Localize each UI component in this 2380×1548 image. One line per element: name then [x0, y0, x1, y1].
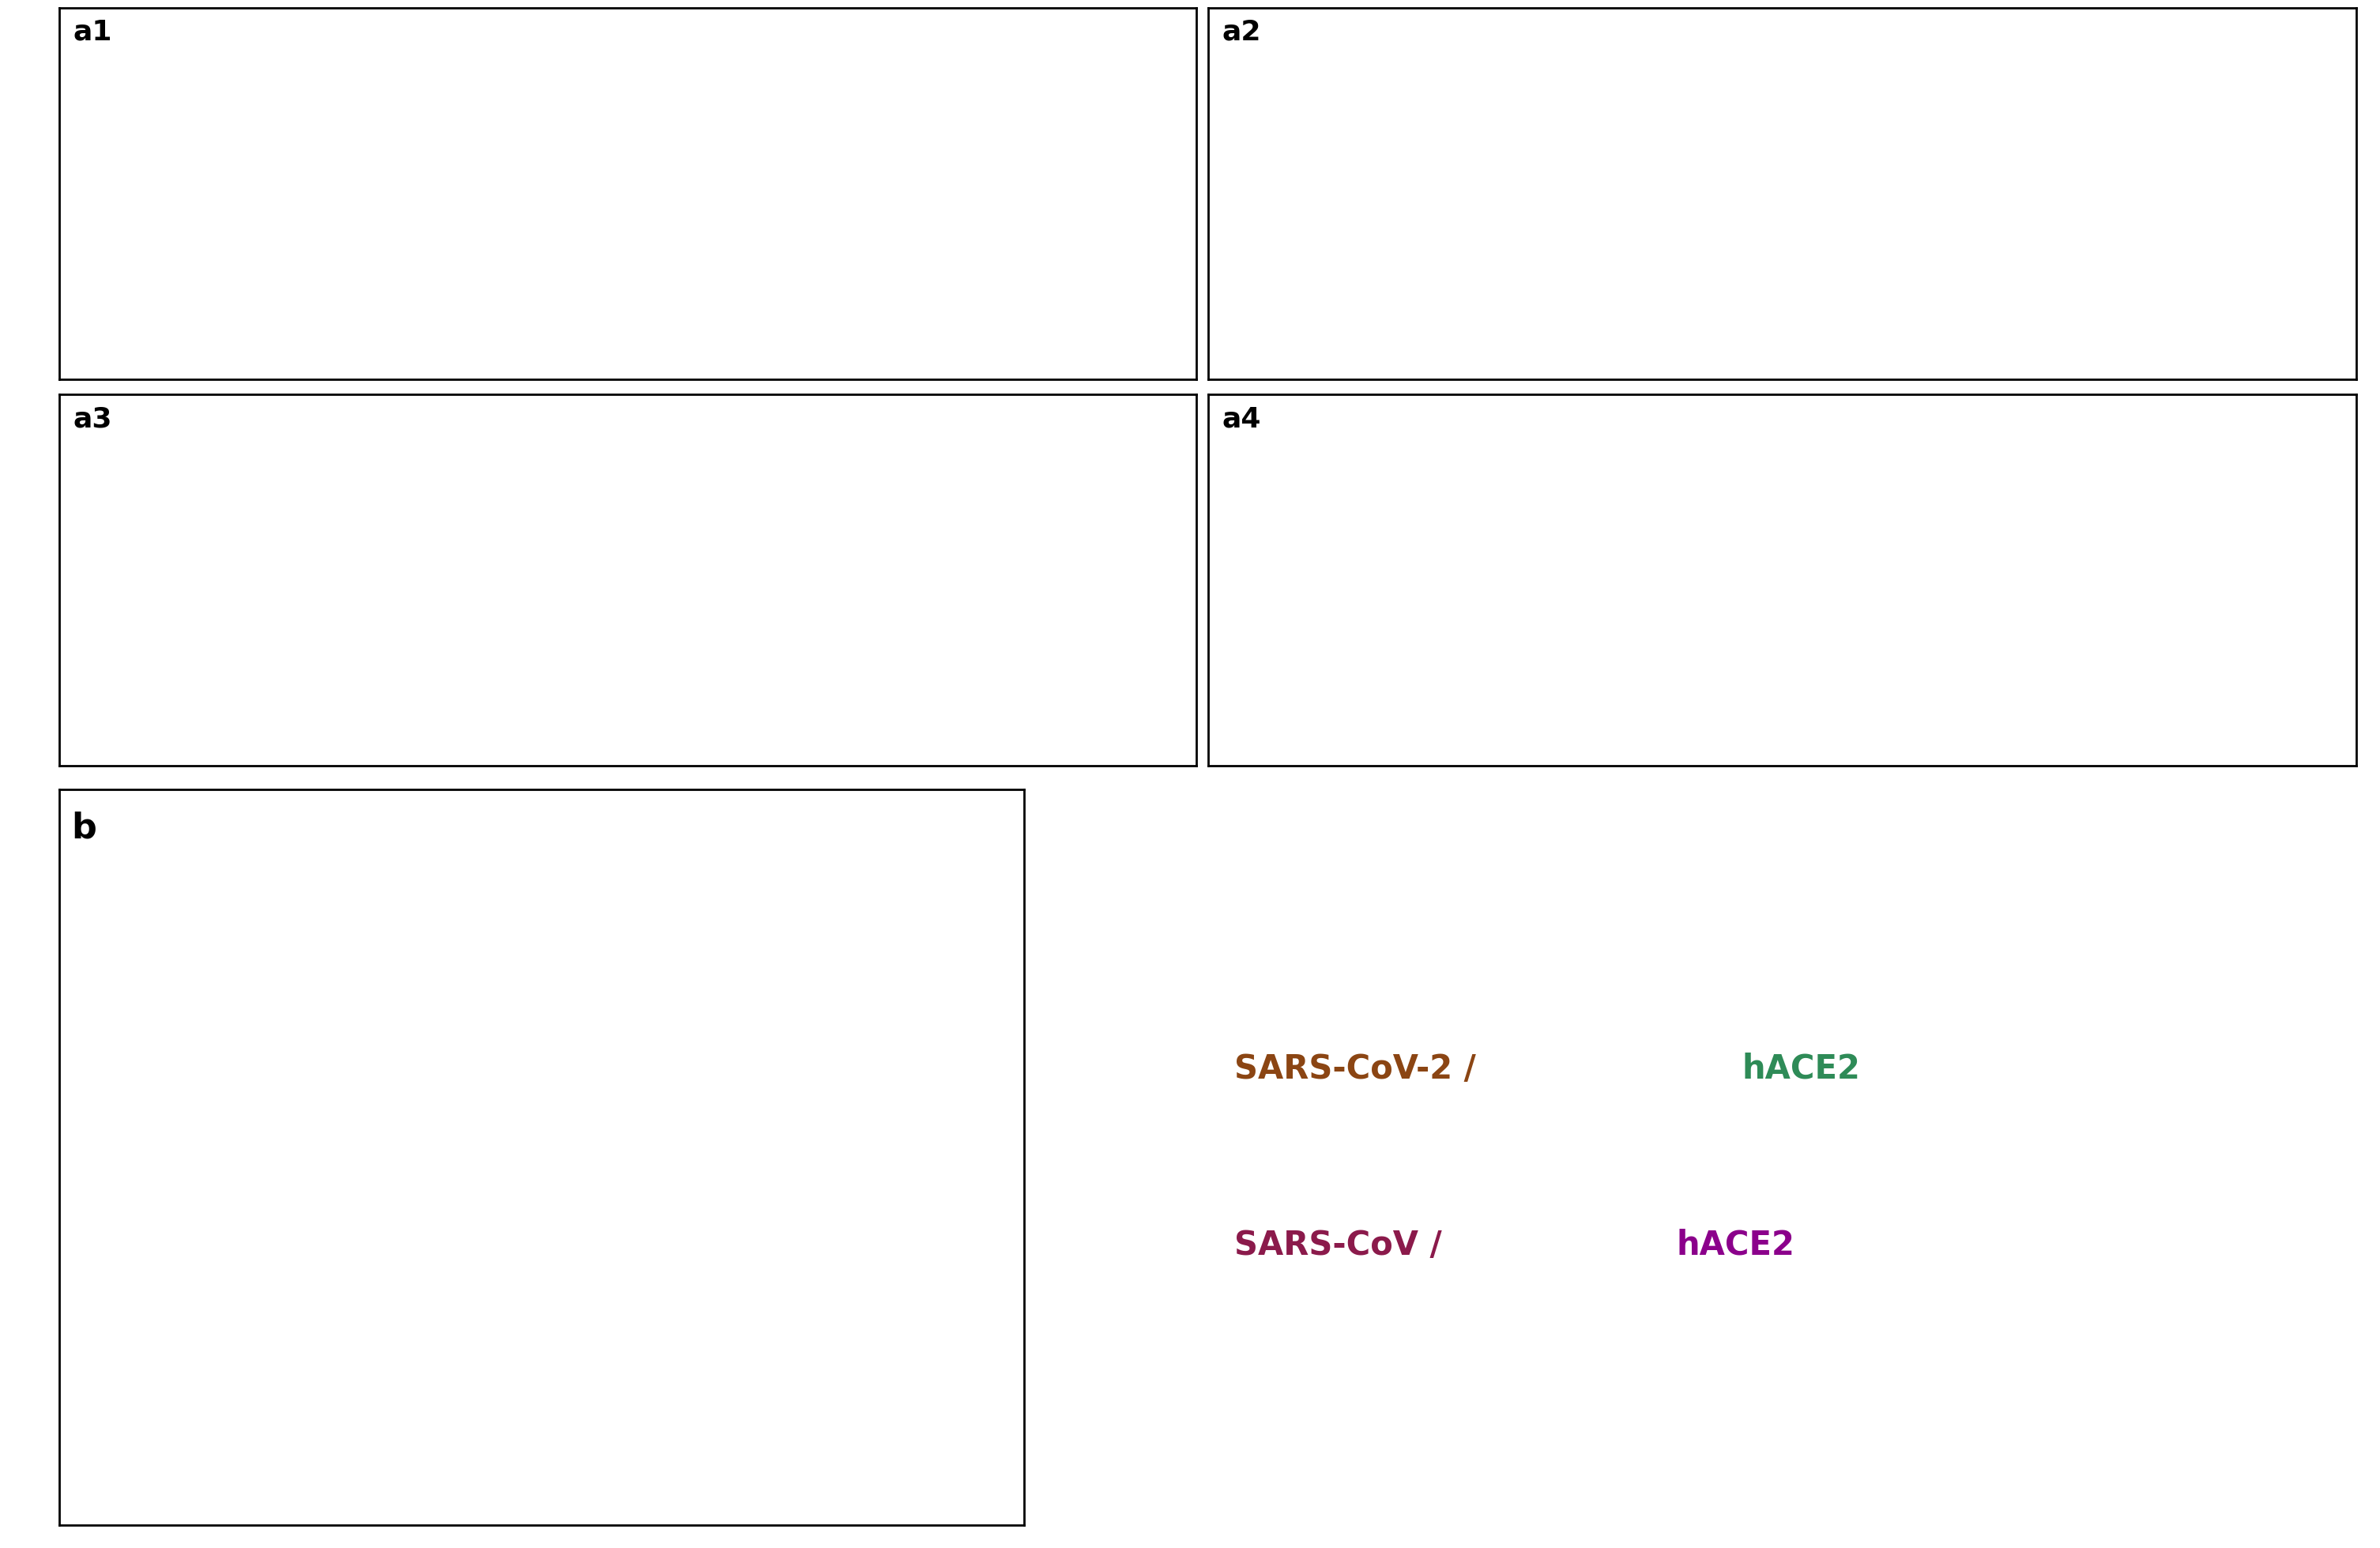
Text: a: a	[59, 0, 83, 5]
Text: b: b	[71, 811, 95, 845]
Text: a4: a4	[1221, 406, 1261, 432]
Text: SARS-CoV /: SARS-CoV /	[1235, 1229, 1454, 1262]
Text: hACE2: hACE2	[1676, 1229, 1795, 1262]
Text: a1: a1	[74, 19, 112, 46]
Text: a2: a2	[1221, 19, 1261, 46]
Text: hACE2: hACE2	[1742, 1053, 1861, 1085]
Text: a3: a3	[74, 406, 112, 432]
Text: SARS-CoV-2 /: SARS-CoV-2 /	[1235, 1053, 1488, 1085]
